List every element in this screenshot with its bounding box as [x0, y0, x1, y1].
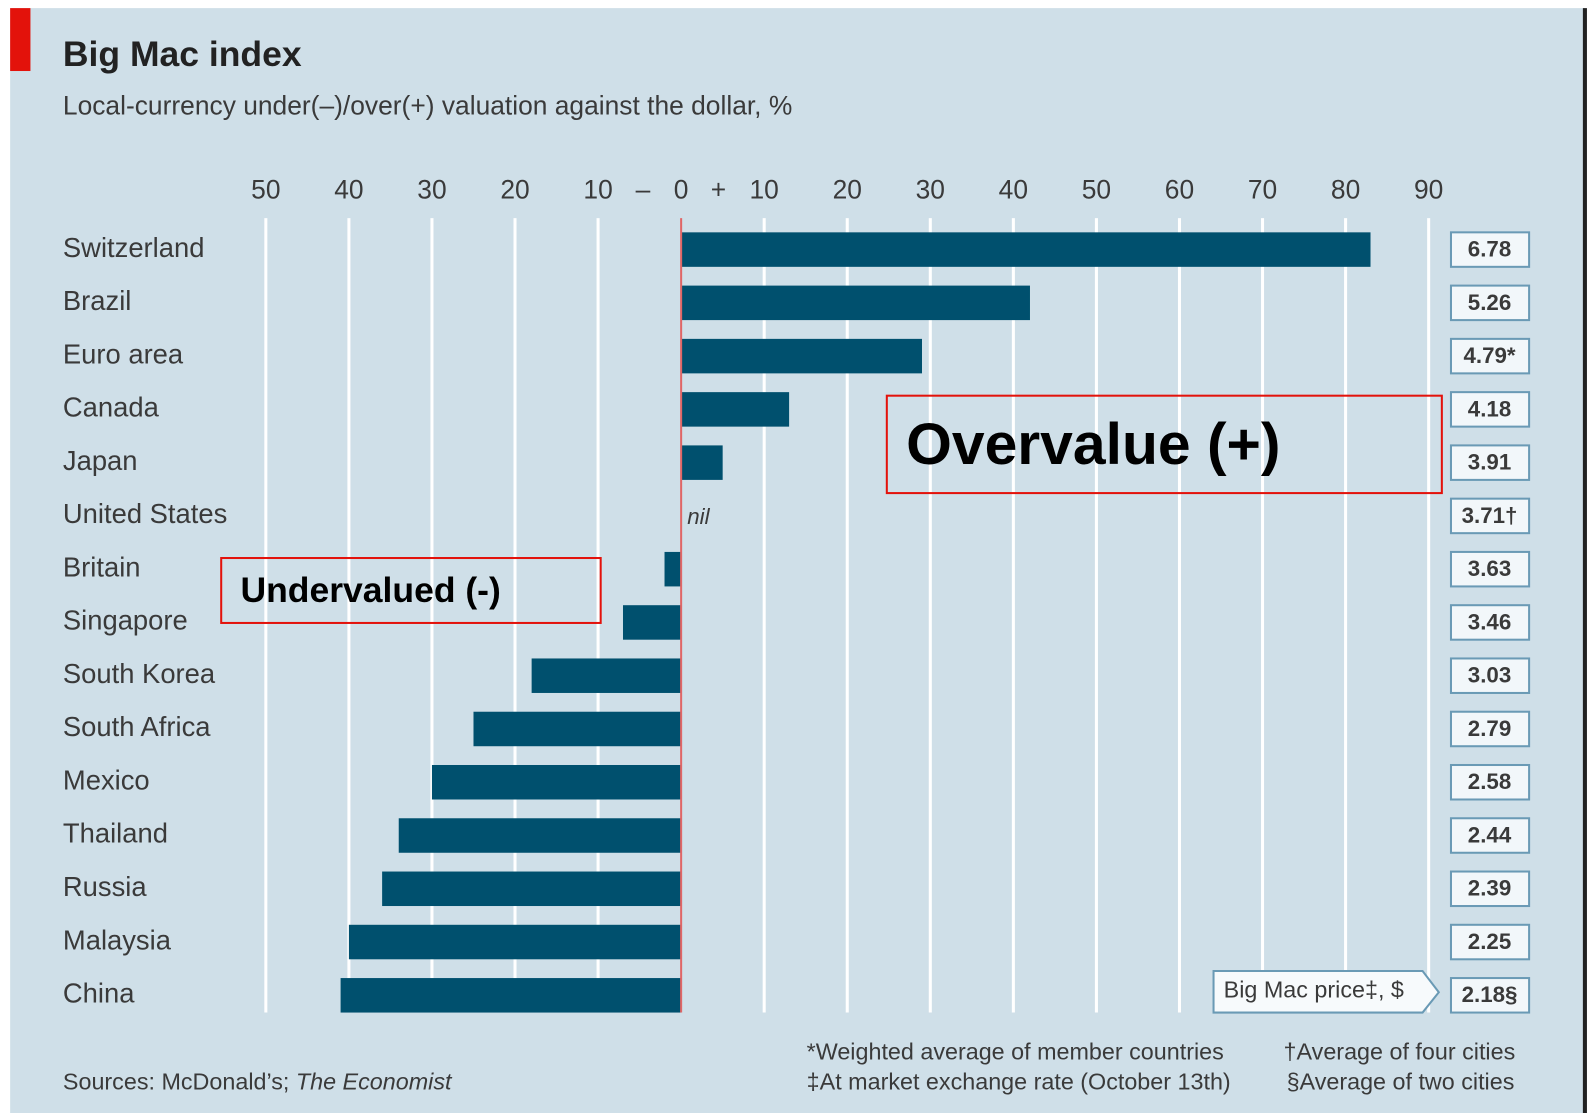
annotation-box: [885, 394, 1443, 495]
x-tick-label: 50: [251, 175, 280, 205]
x-tick-label: 10: [750, 175, 779, 205]
bar: [681, 285, 1030, 321]
bar: [681, 392, 790, 427]
bar: [681, 338, 923, 374]
bar: [340, 978, 682, 1013]
price-label: 3.03: [1468, 663, 1511, 688]
y-tick-label: Japan: [63, 445, 138, 476]
x-tick-label: 10: [583, 175, 612, 205]
y-tick-label: Switzerland: [63, 232, 205, 263]
price-box: [1449, 497, 1531, 535]
y-tick-label: Malaysia: [63, 924, 172, 955]
price-label: 4.79*: [1463, 343, 1515, 368]
x-tick-label: 70: [1248, 175, 1277, 205]
price-box: [1449, 337, 1531, 375]
x-tick-label: 50: [1082, 175, 1111, 205]
price-box: [1449, 763, 1531, 801]
price-box: [1449, 977, 1531, 1014]
price-label: 3.91: [1468, 450, 1511, 475]
bar: [622, 605, 682, 640]
footnote: ‡At market exchange rate (October 13th): [807, 1069, 1231, 1095]
y-tick-label: Euro area: [63, 338, 184, 369]
x-tick-label: 20: [833, 175, 862, 205]
y-tick-label: United States: [63, 498, 227, 529]
x-tick-label: 40: [999, 175, 1028, 205]
price-box: [1449, 710, 1531, 748]
y-tick-label: Britain: [63, 551, 141, 582]
chart-title: Big Mac index: [63, 34, 302, 74]
bar: [531, 658, 682, 693]
price-box: [1449, 444, 1531, 481]
source: Sources: McDonald’s; The Economist: [63, 1069, 453, 1095]
bar: [398, 818, 682, 853]
price-box: [1449, 391, 1531, 428]
price-label: 3.46: [1468, 609, 1511, 634]
price-box: [1449, 231, 1531, 268]
price-box: [1449, 923, 1531, 961]
x-tick-label: 80: [1331, 175, 1360, 205]
x-tick-label: 20: [500, 175, 529, 205]
y-tick-label: South Africa: [63, 711, 211, 742]
edge: [1582, 8, 1587, 1113]
annotation-box: [220, 557, 602, 624]
price-box: [1449, 550, 1531, 588]
price-header-box: [1212, 969, 1441, 1014]
source-part: Sources: McDonald’s;: [63, 1069, 296, 1095]
y-tick-label: Brazil: [63, 285, 131, 316]
chart-subtitle: Local-currency under(–)/over(+) valuatio…: [63, 91, 792, 121]
price-box: [1449, 870, 1531, 908]
price-box: [1449, 817, 1531, 854]
footnote: *Weighted average of member countries: [807, 1038, 1224, 1064]
x-tick-label: 90: [1414, 175, 1443, 205]
source-part: The Economist: [296, 1069, 453, 1095]
price-box: [1449, 657, 1531, 694]
annotation: Undervalued (-): [240, 570, 500, 610]
bar: [681, 445, 723, 480]
y-tick-label: Russia: [63, 871, 147, 902]
y-tick-label: South Korea: [63, 658, 216, 689]
x-tick-label: 40: [334, 175, 363, 205]
y-tick-label: China: [63, 978, 135, 1009]
value-label: nil: [687, 504, 710, 529]
price-label: 3.63: [1468, 556, 1511, 581]
price-label: 4.18: [1468, 396, 1511, 421]
price-label: 6.78: [1468, 236, 1511, 261]
price-label: 3.71†: [1462, 503, 1518, 528]
bar: [473, 711, 682, 747]
axis-sign: +: [711, 175, 726, 205]
price-label: 2.58: [1468, 769, 1511, 794]
y-tick-label: Singapore: [63, 605, 188, 636]
bar: [431, 764, 682, 800]
axis-sign: –: [636, 175, 651, 205]
y-tick-label: Mexico: [63, 764, 150, 795]
bar: [664, 551, 682, 587]
price-header: Big Mac price‡, $: [1224, 976, 1404, 1002]
price-box: [1449, 284, 1531, 322]
price-label: 2.79: [1468, 716, 1511, 741]
annotation: Overvalue (+): [906, 412, 1280, 477]
price-label: 2.18§: [1462, 982, 1518, 1007]
x-tick-label: 0: [674, 175, 689, 205]
bar: [382, 871, 682, 907]
bar: [681, 232, 1371, 267]
x-tick-label: 60: [1165, 175, 1194, 205]
bar: [348, 924, 682, 960]
footnote: §Average of two cities: [1287, 1069, 1515, 1095]
x-tick-label: 30: [417, 175, 446, 205]
price-box: [1449, 604, 1531, 641]
price-label: 5.26: [1468, 290, 1511, 315]
red-tab: [10, 8, 31, 72]
price-label: 2.25: [1468, 929, 1511, 954]
background: [10, 8, 1585, 1113]
y-tick-label: Thailand: [63, 818, 168, 849]
x-tick-label: 30: [916, 175, 945, 205]
y-tick-label: Canada: [63, 392, 160, 423]
footnote: †Average of four cities: [1284, 1038, 1516, 1064]
price-label: 2.44: [1468, 822, 1512, 847]
price-label: 2.39: [1468, 876, 1511, 901]
